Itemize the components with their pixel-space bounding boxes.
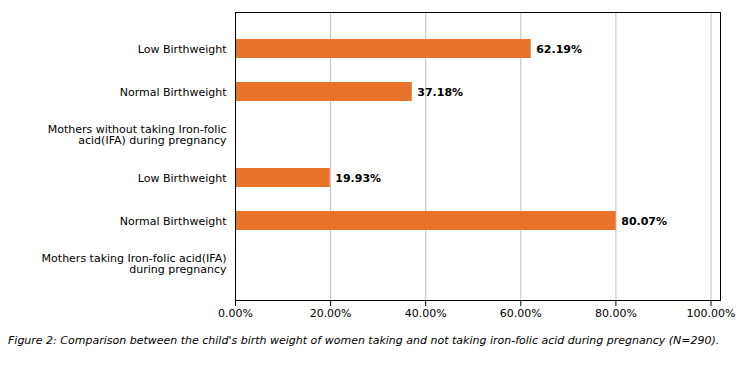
svg-text:Mothers without taking Iron-fo: Mothers without taking Iron-folicacid(IF… [48, 123, 227, 147]
svg-text:20.00%: 20.00% [310, 307, 352, 320]
svg-text:Normal Birthweight: Normal Birthweight [120, 215, 227, 228]
svg-text:Normal Birthweight: Normal Birthweight [120, 86, 227, 99]
svg-text:19.93%: 19.93% [335, 172, 381, 185]
svg-text:80.07%: 80.07% [621, 215, 667, 228]
svg-text:37.18%: 37.18% [417, 86, 463, 99]
svg-text:62.19%: 62.19% [536, 43, 582, 56]
svg-text:Low Birthweight: Low Birthweight [138, 172, 227, 185]
svg-text:Mothers taking Iron-folic acid: Mothers taking Iron-folic acid(IFA)durin… [42, 252, 227, 276]
html-text:Figure 2: Comparison between t: Figure 2: Comparison between the child's… [8, 334, 720, 347]
svg-text:0.00%: 0.00% [218, 307, 253, 320]
svg-text:40.00%: 40.00% [405, 307, 447, 320]
svg-text:Low Birthweight: Low Birthweight [138, 43, 227, 56]
svg-text:60.00%: 60.00% [500, 307, 542, 320]
svg-text:100.00%: 100.00% [687, 307, 736, 320]
svg-text:80.00%: 80.00% [595, 307, 637, 320]
